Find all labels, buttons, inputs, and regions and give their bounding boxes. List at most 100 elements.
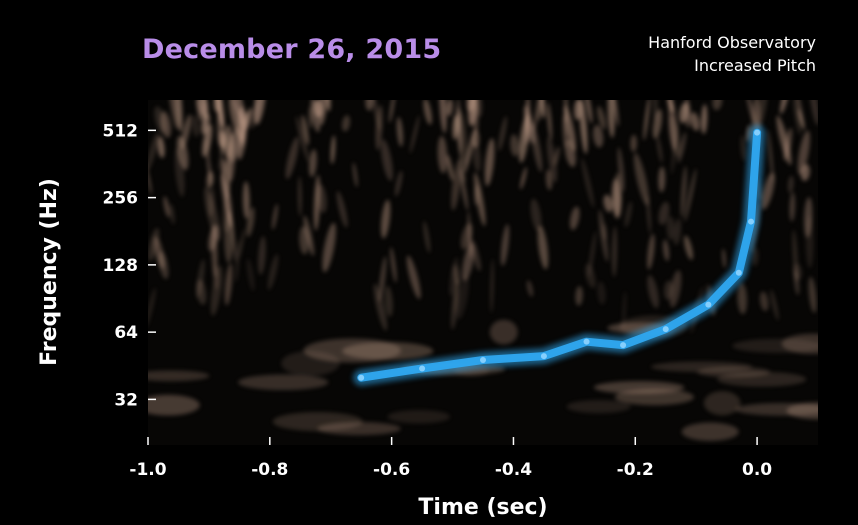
noise-blob (148, 287, 156, 328)
noise-blob (459, 152, 466, 184)
noise-blob (520, 166, 527, 190)
noise-blob (285, 136, 299, 180)
noise-blob (308, 149, 317, 178)
x-axis-label: Time (sec) (418, 495, 547, 520)
noise-blob (722, 248, 726, 269)
noise-blob (570, 206, 580, 230)
x-tick-label: -0.6 (373, 460, 410, 480)
noise-blob (663, 239, 670, 261)
noise-blob (630, 134, 637, 152)
noise-blob (267, 253, 279, 291)
noise-blob (673, 218, 682, 246)
y-tick-label: 64 (114, 323, 138, 343)
noise-blob (246, 207, 255, 237)
noise-blob (537, 225, 549, 270)
y-axis-ticks: 32 64 128 256 512 (103, 121, 156, 410)
noise-blob (597, 106, 606, 130)
noise-blob (317, 422, 401, 436)
noise-blob (169, 204, 175, 225)
noise-blob (575, 286, 583, 306)
noise-blob (238, 106, 245, 128)
x-tick-label: -0.4 (495, 460, 532, 480)
noise-blob (381, 199, 391, 239)
noise-blob (473, 141, 481, 173)
noise-blob (809, 100, 818, 126)
noise-blob (690, 112, 700, 131)
x-axis-ticks: -1.0 -0.8 -0.6 -0.4 -0.2 0.0 (129, 437, 772, 480)
noise-blob (484, 138, 495, 187)
noise-blob (684, 235, 694, 260)
noise-blob (680, 165, 687, 218)
noise-blob (423, 220, 431, 253)
noise-blob (597, 281, 606, 305)
noise-blob (341, 115, 351, 132)
noise-blob (409, 115, 420, 154)
x-tick-label: 0.0 (742, 460, 772, 480)
noise-blob (643, 100, 650, 141)
noise-blob (652, 109, 663, 139)
noise-blob (780, 100, 789, 114)
noise-blob (242, 181, 250, 219)
noise-blob (624, 201, 633, 228)
noise-blob (380, 139, 393, 181)
noise-blob (585, 263, 596, 289)
noise-blob (464, 133, 475, 173)
noise-blob (612, 226, 618, 278)
noise-blob (310, 100, 321, 133)
signal-point (620, 342, 627, 349)
signal-point (662, 326, 669, 333)
noise-blob (647, 275, 659, 309)
noise-blob (566, 399, 631, 414)
noise-blob (389, 100, 396, 123)
noise-blob (423, 100, 432, 125)
noise-blob (395, 170, 403, 197)
noise-blob (684, 168, 697, 222)
noise-blob (588, 231, 597, 278)
noise-blob (792, 263, 803, 280)
noise-blob (313, 100, 323, 118)
noise-blob (740, 135, 746, 162)
noise-blob (684, 100, 691, 128)
noise-blob (545, 169, 553, 191)
noise-blob (759, 291, 769, 312)
noise-blob (456, 274, 469, 320)
noise-blob (205, 140, 211, 160)
noise-blob (500, 224, 510, 266)
y-tick-label: 128 (103, 256, 139, 276)
noise-blob (228, 100, 245, 143)
noise-blob (526, 280, 534, 297)
noise-blob (237, 374, 329, 391)
noise-blob (681, 422, 739, 441)
noise-blob (761, 172, 775, 210)
noise-blob (158, 251, 169, 280)
noise-blob (163, 196, 170, 218)
noise-blob (206, 171, 214, 189)
noise-blob (244, 107, 252, 131)
noise-blob (633, 152, 649, 206)
noise-blob (396, 117, 404, 147)
y-tick-label: 32 (114, 390, 138, 410)
signal-point (748, 218, 754, 225)
noise-blob (563, 105, 576, 152)
noise-blob (196, 100, 202, 122)
noise-blob (787, 175, 794, 194)
noise-blob (622, 291, 627, 329)
noise-blob (175, 100, 183, 132)
noise-blob (712, 100, 723, 111)
noise-blob (473, 100, 479, 136)
noise-blob (272, 203, 278, 230)
noise-blob (167, 100, 179, 130)
noise-blob (489, 319, 518, 345)
noise-blob (446, 100, 453, 117)
noise-blob (148, 132, 159, 171)
noise-blob (148, 228, 160, 262)
noise-blob (530, 198, 542, 232)
noise-blob (584, 100, 593, 124)
noise-blob (593, 381, 685, 394)
noise-blob (781, 333, 818, 354)
noise-blob (322, 222, 336, 273)
noise-blob (717, 371, 807, 387)
noise-blob (451, 159, 462, 211)
noise-blob (148, 370, 210, 382)
noise-blob (677, 132, 687, 163)
